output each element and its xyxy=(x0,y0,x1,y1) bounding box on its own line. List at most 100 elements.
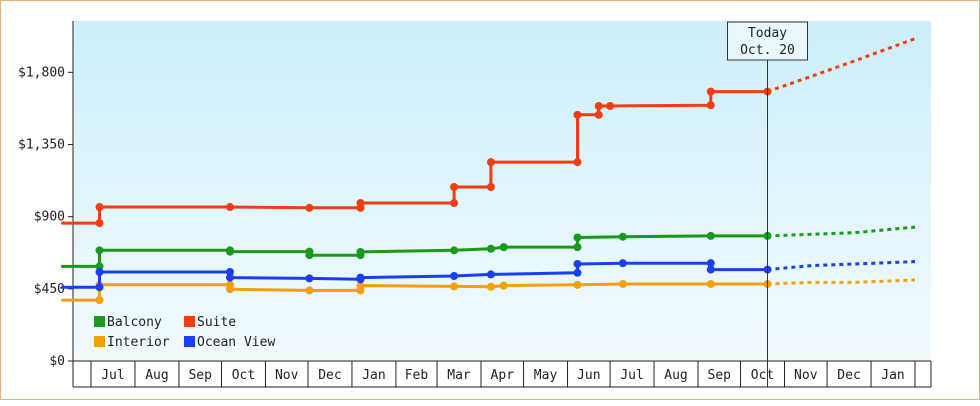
today-date-label: Oct. 20 xyxy=(740,43,795,58)
data-point xyxy=(95,283,104,292)
series-suite xyxy=(61,37,916,228)
x-tick-label: Dec xyxy=(837,368,860,383)
legend-swatch-ocean-view xyxy=(184,336,195,347)
data-point xyxy=(225,203,234,212)
data-point xyxy=(486,270,495,279)
series-line-ocean-view xyxy=(61,261,768,289)
data-point xyxy=(225,247,234,256)
plot-background xyxy=(73,21,931,361)
legend-swatch-suite xyxy=(184,316,195,327)
data-point xyxy=(225,285,234,294)
x-tick-label: Oct xyxy=(232,368,255,383)
data-point xyxy=(606,102,615,110)
data-point xyxy=(499,281,508,290)
x-tick-label: Jan xyxy=(881,368,904,383)
data-point xyxy=(450,282,459,291)
legend-swatch-balcony xyxy=(94,316,105,327)
data-point xyxy=(305,203,314,212)
legend-label-suite: Suite xyxy=(197,315,236,330)
series-interior xyxy=(61,278,916,305)
x-tick-label: Feb xyxy=(405,368,429,383)
data-point xyxy=(706,101,715,110)
y-tick-label: $450 xyxy=(34,282,65,297)
x-tick-label: Dec xyxy=(318,368,341,383)
data-point xyxy=(573,268,582,277)
data-point xyxy=(486,182,495,191)
legend-label-balcony: Balcony xyxy=(107,315,162,330)
data-point xyxy=(499,243,508,252)
data-point xyxy=(225,267,234,276)
data-point xyxy=(356,199,365,208)
series-balcony xyxy=(61,225,916,271)
legend-label-ocean-view: Ocean View xyxy=(197,335,275,350)
data-point xyxy=(225,273,234,282)
x-tick-label: Nov xyxy=(794,368,818,383)
y-tick-label: $0 xyxy=(49,354,65,369)
data-point xyxy=(706,280,715,289)
data-point xyxy=(450,246,459,255)
data-point xyxy=(706,265,715,274)
data-point xyxy=(486,282,495,291)
series-forecast-ocean-view xyxy=(767,260,916,272)
data-point xyxy=(450,199,459,208)
data-point xyxy=(95,219,104,228)
data-point xyxy=(618,259,627,268)
legend-label-interior: Interior xyxy=(107,335,170,350)
y-tick-label: $1,350 xyxy=(18,137,65,152)
x-tick-label: Sep xyxy=(708,368,732,383)
data-point xyxy=(573,233,582,242)
y-axis: $0 $450 $900 $1,350 $1,800 xyxy=(18,21,74,387)
data-point xyxy=(95,203,104,212)
y-tick-label: $900 xyxy=(34,210,65,225)
series-layer xyxy=(61,37,916,305)
x-tick-label: Jul xyxy=(101,368,124,383)
data-point xyxy=(594,110,603,119)
data-point xyxy=(305,286,314,295)
data-point xyxy=(356,273,365,282)
data-point xyxy=(573,280,582,289)
data-point xyxy=(305,274,314,283)
data-point xyxy=(356,247,365,256)
data-point xyxy=(573,110,582,119)
data-point xyxy=(450,182,459,191)
data-point xyxy=(573,259,582,268)
data-point xyxy=(356,281,365,290)
x-tick-label: Aug xyxy=(664,368,687,383)
data-point xyxy=(573,158,582,167)
data-point xyxy=(573,243,582,252)
today-label: Today xyxy=(748,26,787,41)
series-forecast-balcony xyxy=(767,225,916,238)
data-point xyxy=(486,244,495,253)
data-point xyxy=(706,231,715,240)
series-forecast-interior xyxy=(767,278,916,286)
x-tick-label: Aug xyxy=(145,368,168,383)
x-tick-label: Apr xyxy=(491,368,515,383)
data-point xyxy=(450,272,459,280)
today-label-box xyxy=(727,21,809,61)
data-point xyxy=(486,158,495,167)
x-tick-label: Jun xyxy=(577,368,600,383)
x-tick-label: Sep xyxy=(188,368,212,383)
data-point xyxy=(305,251,314,260)
data-point xyxy=(618,232,627,241)
x-tick-label: Jan xyxy=(362,368,385,383)
series-ocean-view xyxy=(61,259,916,292)
data-point xyxy=(95,296,104,305)
x-tick-label: May xyxy=(534,368,558,383)
today-marker: Today Oct. 20 xyxy=(727,21,809,387)
data-point xyxy=(95,267,104,276)
data-point xyxy=(594,102,603,110)
data-point xyxy=(95,262,104,271)
x-axis: Jul Aug Sep Oct Nov Dec Jan Feb Mar Apr May Jun Jul A… xyxy=(73,360,932,388)
x-tick-label: Jul xyxy=(620,368,643,383)
x-tick-label: Nov xyxy=(275,368,299,383)
y-tick-label: $1,800 xyxy=(18,65,65,80)
legend: Balcony Suite Interior Ocean View xyxy=(94,315,275,350)
data-point xyxy=(706,87,715,96)
data-point xyxy=(95,246,104,255)
x-tick-label: Oct xyxy=(751,368,774,383)
data-point xyxy=(706,259,715,268)
legend-swatch-interior xyxy=(94,336,105,347)
